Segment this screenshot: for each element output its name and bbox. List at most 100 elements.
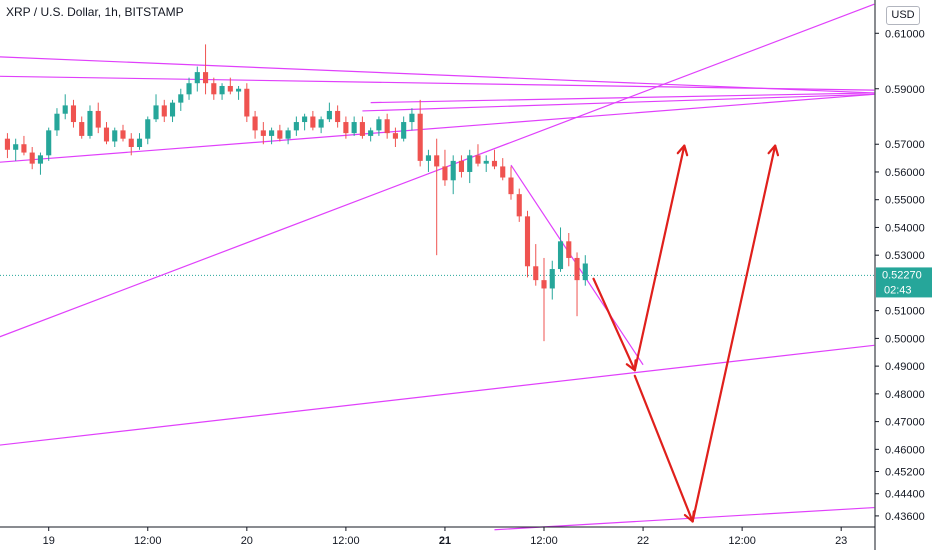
projection-arrow-line: [633, 144, 686, 372]
price-tag-countdown: 02:43: [884, 284, 912, 296]
candle-body: [136, 138, 143, 148]
y-tick-label: 0.47000: [885, 417, 925, 429]
candle-body: [392, 133, 398, 139]
candle-body: [458, 160, 465, 172]
candle-body: [252, 116, 258, 131]
candle-body: [434, 155, 440, 167]
x-tick-label: 23: [835, 535, 847, 547]
price-tag-bg: [876, 267, 932, 298]
candle-body: [219, 85, 225, 95]
trendline: [0, 344, 875, 446]
candle-body: [491, 160, 498, 167]
trendline: [0, 56, 875, 94]
candle-body: [442, 166, 448, 181]
x-tick-label: 12:00: [332, 535, 360, 547]
candle-body: [4, 138, 10, 150]
candle-body: [269, 130, 275, 136]
projection-arrow-line: [592, 277, 636, 372]
y-tick-label: 0.59000: [885, 84, 925, 96]
x-tick-label: 22: [637, 535, 649, 547]
candle-body: [343, 122, 349, 134]
candle-body: [310, 116, 316, 128]
candle-body: [285, 130, 291, 139]
candle-body: [302, 116, 308, 123]
y-tick-label: 0.53000: [885, 250, 925, 262]
y-tick-label: 0.49000: [885, 361, 925, 373]
x-tick-label: 20: [241, 535, 253, 547]
y-tick-label: 0.46000: [885, 444, 925, 456]
candle-body: [161, 105, 167, 117]
candle-body: [62, 105, 68, 114]
candle-body: [500, 166, 506, 178]
candle-body: [46, 130, 52, 156]
x-tick-label: 19: [43, 535, 55, 547]
candle-body: [211, 83, 217, 95]
candle-body: [574, 257, 580, 281]
candle-body: [54, 113, 60, 131]
y-tick-label: 0.61000: [885, 28, 925, 40]
candle-body: [87, 110, 93, 136]
candle-body: [359, 122, 365, 136]
y-tick-label: 0.55000: [885, 195, 925, 207]
candle-body: [582, 263, 588, 281]
projection-arrow-head: [676, 144, 689, 157]
trendline: [0, 75, 875, 91]
candle-body: [21, 144, 27, 153]
y-tick-label: 0.45200: [885, 467, 925, 479]
x-tick-label: 12:00: [134, 535, 162, 547]
candle-body: [549, 269, 555, 289]
candle-body: [450, 160, 456, 181]
y-tick-label: 0.54000: [885, 222, 925, 234]
y-tick-label: 0.48000: [885, 389, 925, 401]
x-tick-label: 12:00: [728, 535, 756, 547]
candle-body: [541, 280, 547, 289]
candle-body: [260, 130, 266, 136]
trendline: [370, 92, 875, 104]
candle-body: [186, 83, 192, 95]
trendline: [494, 506, 875, 531]
candle-body: [368, 130, 374, 136]
candle-body: [351, 122, 357, 134]
x-tick-label: 21: [439, 535, 451, 547]
candles: [4, 44, 588, 342]
candle-body: [37, 155, 44, 164]
y-tick-label: 0.56000: [885, 167, 925, 179]
candle-body: [70, 105, 77, 123]
y-tick-label: 0.51000: [885, 306, 925, 318]
y-tick-label: 0.50000: [885, 333, 925, 345]
candle-body: [293, 122, 299, 131]
projection-arrows: [592, 144, 780, 523]
candle-body: [244, 88, 250, 117]
price-tag: 0.52270 02:43: [876, 267, 932, 298]
candle-body: [483, 160, 489, 164]
candle-body: [13, 144, 19, 150]
candle-body: [417, 113, 423, 161]
currency-button[interactable]: USD: [886, 6, 920, 25]
candle-body: [153, 105, 159, 120]
projection-arrow-line: [633, 374, 694, 523]
candle-body: [566, 241, 572, 258]
candle-body: [425, 155, 431, 161]
candle-body: [178, 94, 184, 103]
candle-body: [227, 85, 233, 92]
candle-body: [524, 216, 531, 267]
candle-body: [103, 127, 110, 142]
candle-body: [128, 138, 134, 148]
candle-body: [326, 110, 332, 120]
candle-body: [202, 72, 209, 84]
candle-body: [194, 72, 200, 84]
y-tick-label: 0.44400: [885, 489, 925, 501]
trendline: [362, 93, 875, 112]
candle-body: [112, 130, 118, 142]
candle-body: [335, 110, 341, 123]
candle-body: [120, 130, 126, 139]
x-tick-label: 12:00: [530, 535, 558, 547]
chart-title: XRP / U.S. Dollar, 1h, BITSTAMP: [6, 5, 184, 19]
trendline: [0, 93, 875, 163]
candle-body: [236, 88, 242, 92]
candle-body: [533, 266, 539, 281]
price-tag-value: 0.52270: [882, 269, 922, 281]
